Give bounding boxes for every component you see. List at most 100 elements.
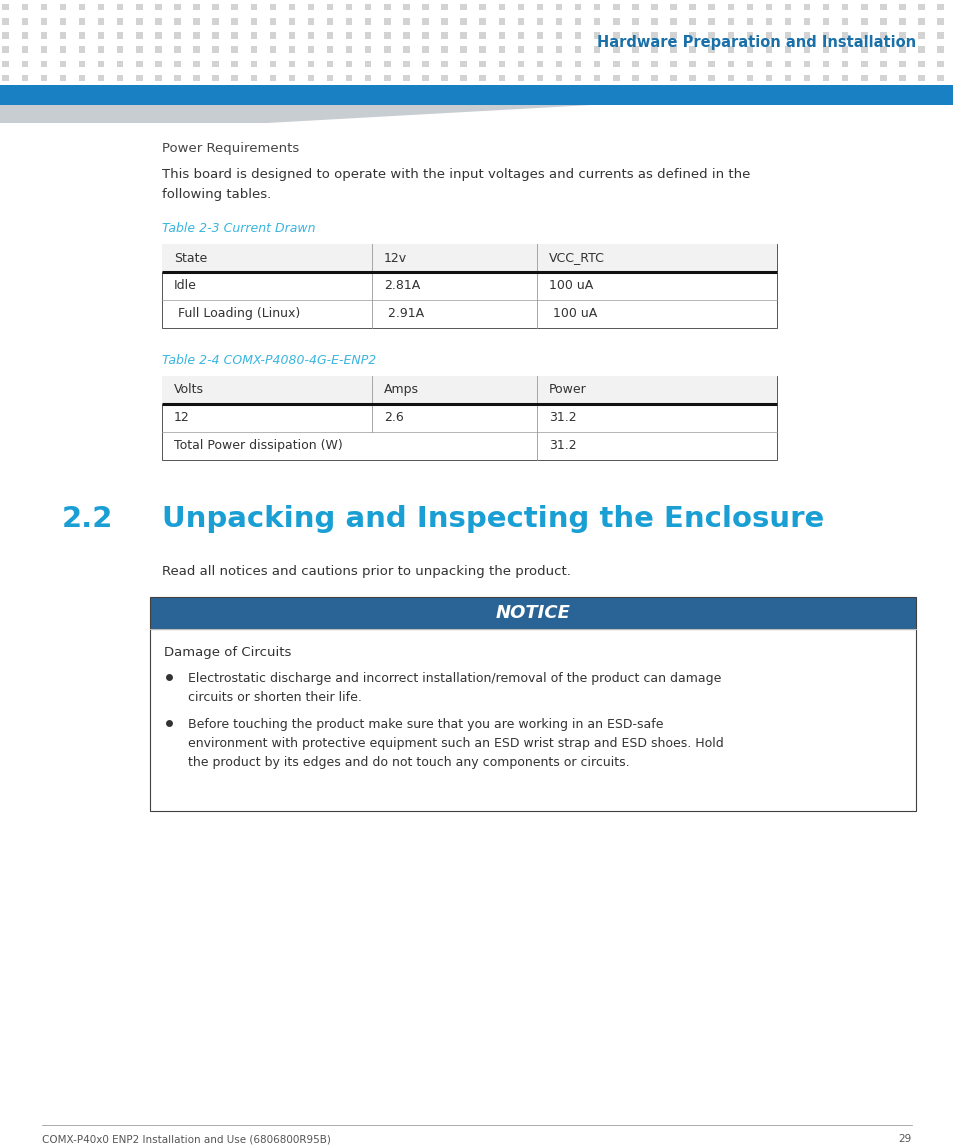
Bar <box>98 46 104 53</box>
Bar <box>117 32 123 39</box>
Bar <box>403 61 409 68</box>
Text: Volts: Volts <box>173 384 204 396</box>
Bar <box>517 61 523 68</box>
Bar <box>232 32 237 39</box>
Bar <box>765 3 771 10</box>
Bar <box>765 74 771 81</box>
Bar <box>708 32 714 39</box>
Text: State: State <box>173 252 207 264</box>
Bar <box>537 18 542 24</box>
Text: Full Loading (Linux): Full Loading (Linux) <box>173 308 300 321</box>
Text: 100 uA: 100 uA <box>548 279 593 292</box>
Bar <box>841 18 847 24</box>
Bar <box>213 46 218 53</box>
Bar <box>937 32 943 39</box>
Bar <box>746 32 752 39</box>
Bar <box>3 18 9 24</box>
Bar <box>403 74 409 81</box>
Bar <box>918 32 923 39</box>
Text: Power: Power <box>548 384 586 396</box>
Bar <box>670 74 676 81</box>
Bar <box>251 32 256 39</box>
Text: 100 uA: 100 uA <box>548 308 597 321</box>
Bar <box>98 3 104 10</box>
Bar <box>117 61 123 68</box>
Bar <box>689 32 695 39</box>
Bar <box>937 74 943 81</box>
Bar <box>155 74 161 81</box>
Bar <box>441 46 447 53</box>
Bar <box>880 61 885 68</box>
Bar <box>803 74 809 81</box>
Bar <box>136 61 142 68</box>
Bar <box>327 18 333 24</box>
Bar <box>327 32 333 39</box>
Bar <box>861 3 866 10</box>
Bar <box>708 18 714 24</box>
Bar <box>861 32 866 39</box>
Bar <box>708 46 714 53</box>
Bar <box>575 61 580 68</box>
Bar <box>556 18 561 24</box>
Bar <box>784 3 790 10</box>
Bar <box>803 61 809 68</box>
Text: Idle: Idle <box>173 279 196 292</box>
Bar <box>556 61 561 68</box>
Bar <box>537 61 542 68</box>
Text: 2.6: 2.6 <box>384 411 403 425</box>
Bar <box>117 18 123 24</box>
Bar <box>403 32 409 39</box>
Bar <box>289 46 294 53</box>
Bar <box>765 32 771 39</box>
Text: Read all notices and cautions prior to unpacking the product.: Read all notices and cautions prior to u… <box>162 564 570 578</box>
Bar <box>460 32 466 39</box>
Bar <box>384 18 390 24</box>
Bar <box>193 61 199 68</box>
Bar <box>213 18 218 24</box>
Bar <box>556 74 561 81</box>
Bar <box>841 46 847 53</box>
Bar <box>899 46 904 53</box>
Bar <box>22 32 28 39</box>
Bar <box>79 18 85 24</box>
Bar <box>460 46 466 53</box>
Bar <box>937 61 943 68</box>
Bar <box>765 61 771 68</box>
Bar <box>365 74 371 81</box>
Bar <box>575 32 580 39</box>
Bar <box>174 18 180 24</box>
Bar <box>162 376 776 460</box>
Bar <box>880 3 885 10</box>
Bar <box>727 46 733 53</box>
Bar <box>422 61 428 68</box>
Bar <box>899 18 904 24</box>
Bar <box>3 3 9 10</box>
Bar <box>79 3 85 10</box>
Bar <box>517 18 523 24</box>
Text: Damage of Circuits: Damage of Circuits <box>164 646 291 660</box>
Bar <box>403 46 409 53</box>
Bar <box>575 74 580 81</box>
Bar <box>384 3 390 10</box>
Bar <box>784 61 790 68</box>
Bar <box>822 32 828 39</box>
Bar <box>613 46 618 53</box>
Bar <box>594 32 599 39</box>
Bar <box>60 3 66 10</box>
Bar <box>498 32 504 39</box>
Text: Hardware Preparation and Installation: Hardware Preparation and Installation <box>597 34 915 49</box>
Bar <box>289 18 294 24</box>
Bar <box>822 46 828 53</box>
Text: VCC_RTC: VCC_RTC <box>548 252 604 264</box>
Bar <box>746 74 752 81</box>
Bar <box>365 61 371 68</box>
Bar <box>517 46 523 53</box>
Bar <box>803 18 809 24</box>
Text: 2.91A: 2.91A <box>384 308 424 321</box>
Bar <box>422 46 428 53</box>
Bar <box>479 46 485 53</box>
Bar <box>670 46 676 53</box>
Bar <box>60 18 66 24</box>
Bar <box>308 32 314 39</box>
Bar <box>556 32 561 39</box>
